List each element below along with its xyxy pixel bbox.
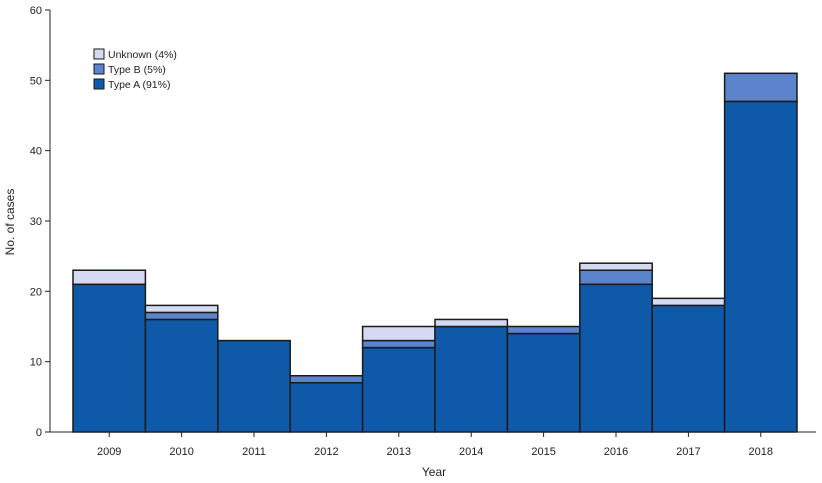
y-tick-label: 40 xyxy=(30,146,42,158)
bar-segment xyxy=(723,72,798,103)
bar-segment xyxy=(651,297,726,307)
bar-segment xyxy=(144,318,219,433)
legend: Unknown (4%) Type B (5%) Type A (91%) xyxy=(93,48,177,91)
bar-segment xyxy=(144,311,219,321)
y-axis: 0 10 20 30 40 50 60 xyxy=(30,5,51,439)
y-tick-label: 20 xyxy=(30,286,42,298)
x-tick-label: 2015 xyxy=(531,446,555,458)
x-tick-label: 2014 xyxy=(459,446,483,458)
x-tick-label: 2011 xyxy=(242,446,266,458)
bar-segment xyxy=(361,325,436,342)
x-tick-label: 2010 xyxy=(169,446,193,458)
y-tick-label: 30 xyxy=(30,216,42,228)
x-tick-label: 2016 xyxy=(604,446,628,458)
bar-segment xyxy=(434,318,509,328)
bar-segment xyxy=(217,339,291,433)
x-axis: 2009 2010 2011 2012 2013 2014 2015 2016 2017 2018 xyxy=(50,431,816,458)
bar-segment xyxy=(723,100,798,433)
bar-group xyxy=(72,72,798,433)
bar-segment xyxy=(144,304,219,314)
bar-segment xyxy=(506,325,581,335)
x-tick-label: 2018 xyxy=(749,446,773,458)
y-tick-label: 0 xyxy=(36,427,42,439)
legend-label: Type A (91%) xyxy=(108,79,170,91)
bar-segment xyxy=(651,304,726,433)
y-axis-title: No. of cases xyxy=(3,189,17,256)
x-axis-title: Year xyxy=(422,465,446,479)
y-tick-label: 60 xyxy=(30,5,42,17)
bar-segment xyxy=(72,269,147,286)
x-tick-label: 2009 xyxy=(97,446,121,458)
bar-segment xyxy=(361,346,436,433)
bar-segment xyxy=(289,374,364,384)
bar-segment xyxy=(72,283,147,433)
legend-swatch xyxy=(93,78,105,90)
bar-segment xyxy=(289,382,364,433)
y-tick-label: 50 xyxy=(30,75,42,87)
bar-segment xyxy=(579,283,653,433)
bar-segment xyxy=(579,269,653,286)
x-tick-label: 2012 xyxy=(314,446,338,458)
legend-label: Type B (5%) xyxy=(108,64,166,76)
bar-segment xyxy=(506,332,581,433)
x-tick-label: 2013 xyxy=(387,446,411,458)
legend-label: Unknown (4%) xyxy=(108,49,177,61)
bar-segment xyxy=(361,339,436,349)
bar-segment xyxy=(434,325,509,433)
x-tick-label: 2017 xyxy=(676,446,700,458)
legend-swatch xyxy=(93,48,105,60)
bar-segment xyxy=(579,262,653,271)
y-tick-label: 10 xyxy=(30,357,42,369)
legend-swatch xyxy=(93,63,105,75)
